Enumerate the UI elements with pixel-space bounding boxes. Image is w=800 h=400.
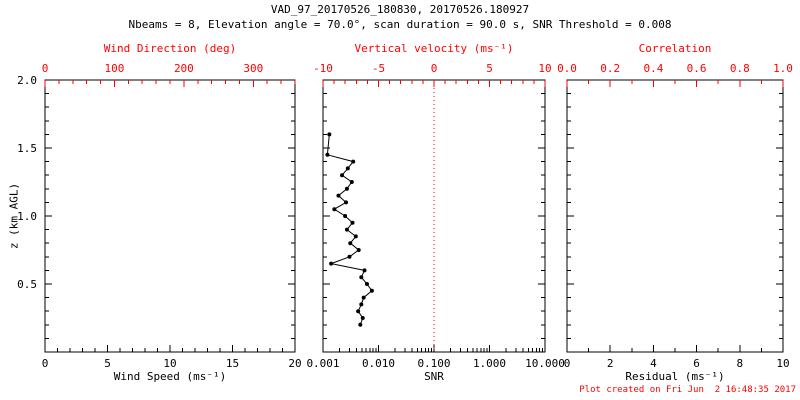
bottom-axis-label-snr: SNR bbox=[424, 370, 444, 383]
snr-profile-point bbox=[344, 186, 349, 191]
snr-profile-point bbox=[327, 132, 332, 137]
snr-profile-point bbox=[364, 282, 369, 286]
snr-profile-point bbox=[336, 193, 341, 198]
snr-profile-point bbox=[329, 261, 334, 266]
x-tick-label: 1.000 bbox=[473, 357, 506, 370]
snr-profile-point bbox=[345, 166, 350, 171]
x-tick-label: 0 bbox=[42, 357, 49, 370]
snr-profile-point bbox=[344, 227, 349, 232]
x-tick-label: 8 bbox=[736, 357, 743, 370]
snr-profile-point bbox=[361, 295, 366, 300]
bottom-axis-label-wind-speed: Wind Speed (ms⁻¹) bbox=[113, 370, 227, 383]
x2-tick-label: 0 bbox=[431, 62, 438, 75]
x-tick-label: 10.000 bbox=[525, 357, 565, 370]
figure-title: VAD_97_20170526_180830, 20170526.180927 bbox=[270, 3, 530, 16]
x2-tick-label: -5 bbox=[372, 62, 385, 75]
x2-tick-label: 0 bbox=[42, 62, 49, 75]
snr-profile-point bbox=[356, 248, 361, 252]
x2-tick-label: 1.0 bbox=[773, 62, 793, 75]
x2-tick-label: 100 bbox=[105, 62, 125, 75]
snr-profile-point bbox=[358, 322, 363, 327]
snr-profile-point bbox=[349, 180, 354, 184]
x-tick-label: 5 bbox=[104, 357, 111, 370]
x-tick-label: 10 bbox=[776, 357, 789, 370]
x2-tick-label: 0.4 bbox=[643, 62, 663, 75]
x2-tick-label: 0.2 bbox=[600, 62, 620, 75]
snr-profile-point bbox=[343, 214, 348, 218]
y-tick-label: 0.5 bbox=[17, 278, 37, 291]
x2-tick-label: -10 bbox=[313, 62, 333, 75]
x-tick-label: 2 bbox=[607, 357, 614, 370]
x-tick-label: 4 bbox=[650, 357, 657, 370]
figure-subtitle: Nbeams = 8, Elevation angle = 70.0°, sca… bbox=[128, 18, 672, 31]
panel-frame-residual bbox=[566, 79, 784, 353]
snr-profile-point bbox=[359, 302, 364, 307]
y-tick-label: 1.0 bbox=[17, 210, 37, 223]
snr-profile-point bbox=[360, 316, 365, 320]
plot-created-timestamp: Plot created on Fri Jun 2 16:48:35 2017 bbox=[579, 385, 796, 395]
snr-profile-point bbox=[356, 309, 361, 314]
snr-profile-point bbox=[344, 200, 349, 205]
snr-profile-point bbox=[351, 159, 356, 164]
x-tick-label: 0.001 bbox=[306, 357, 339, 370]
snr-profile-line bbox=[326, 134, 373, 325]
snr-profile-point bbox=[340, 173, 345, 178]
x-tick-label: 10 bbox=[163, 357, 176, 370]
x-tick-label: 15 bbox=[226, 357, 239, 370]
x2-tick-label: 10 bbox=[538, 62, 551, 75]
x-tick-label: 0 bbox=[564, 357, 571, 370]
snr-profile-point bbox=[347, 254, 352, 259]
snr-profile-point bbox=[359, 275, 364, 280]
x-tick-label: 0.010 bbox=[362, 357, 395, 370]
x2-tick-label: 200 bbox=[174, 62, 194, 75]
y-tick-label: 1.5 bbox=[17, 142, 37, 155]
x2-tick-label: 0.6 bbox=[687, 62, 707, 75]
snr-profile-point bbox=[362, 268, 367, 273]
top-axis-label-wind-direction: Wind Direction (deg) bbox=[103, 42, 237, 55]
x2-tick-label: 300 bbox=[243, 62, 263, 75]
snr-profile-point bbox=[348, 241, 353, 246]
top-axis-label-vertical-velocity: Vertical velocity (ms⁻¹) bbox=[354, 42, 514, 55]
x2-tick-label: 0.8 bbox=[730, 62, 750, 75]
snr-profile-point bbox=[325, 152, 330, 157]
x2-tick-label: 0.0 bbox=[557, 62, 577, 75]
snr-profile-point bbox=[332, 207, 337, 212]
y-tick-label: 2.0 bbox=[17, 74, 37, 87]
top-axis-label-correlation: Correlation bbox=[638, 42, 712, 55]
snr-profile-point bbox=[353, 234, 358, 239]
x-tick-label: 0.100 bbox=[417, 357, 450, 370]
x-tick-label: 20 bbox=[288, 357, 301, 370]
x-tick-label: 6 bbox=[693, 357, 700, 370]
y-axis-label: z (km AGL) bbox=[7, 182, 21, 250]
x2-tick-label: 5 bbox=[486, 62, 493, 75]
snr-profile-point bbox=[350, 220, 355, 225]
bottom-axis-label-residual: Residual (ms⁻¹) bbox=[625, 370, 725, 383]
snr-profile-point bbox=[369, 288, 374, 293]
panel-frame-wind bbox=[44, 79, 296, 353]
